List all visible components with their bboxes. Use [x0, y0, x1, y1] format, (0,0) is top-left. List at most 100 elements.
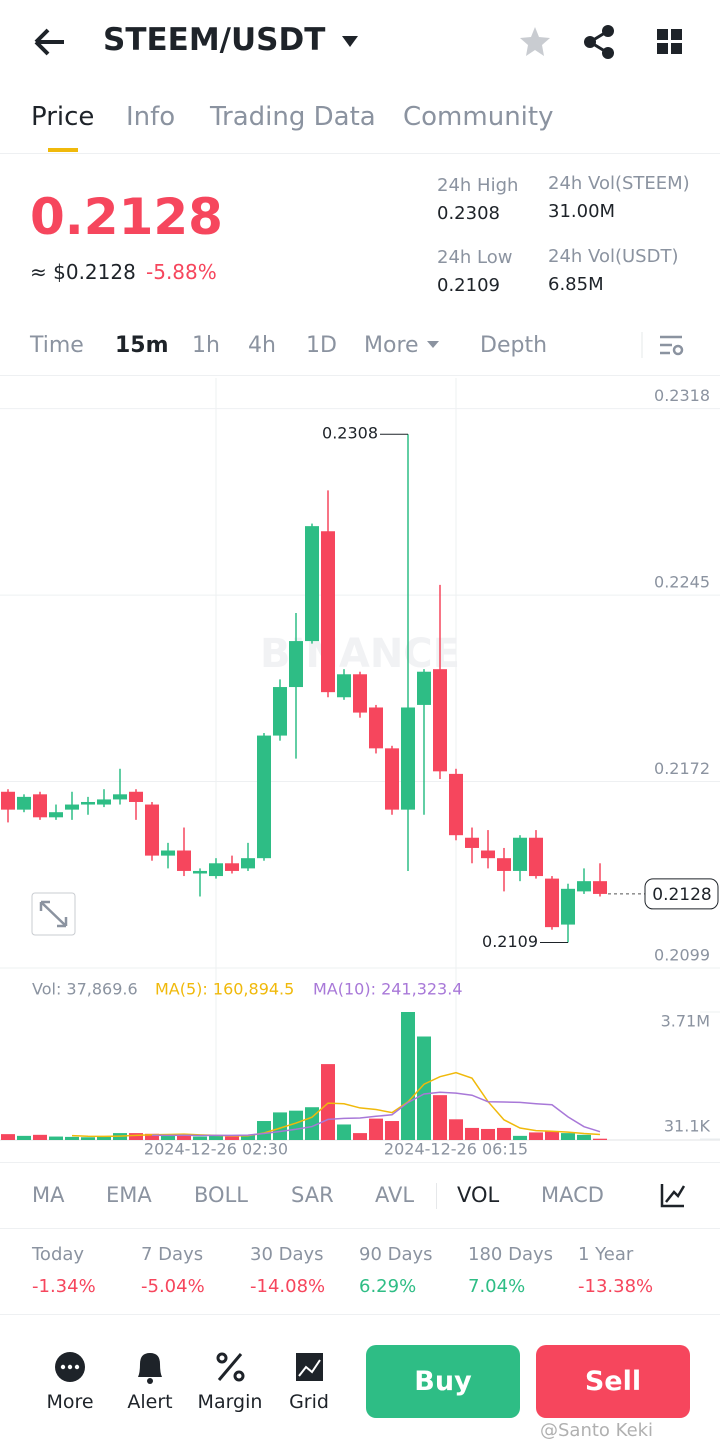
margin-icon[interactable]	[216, 1352, 245, 1382]
candle-body	[369, 707, 383, 749]
volume-bar	[65, 1136, 79, 1140]
volume-bar	[257, 1121, 271, 1140]
y-tick-label: 0.2245	[654, 573, 710, 592]
volume-bar	[321, 1064, 335, 1140]
alert-icon[interactable]	[138, 1353, 162, 1384]
volume-bar	[561, 1133, 575, 1140]
stat-value: 0.2308	[437, 203, 500, 224]
indicator-settings[interactable]	[650, 1170, 720, 1220]
divider	[0, 1228, 720, 1229]
expand-button[interactable]	[31, 892, 76, 936]
last-price-label: 0.2128	[652, 885, 711, 905]
menu-grid[interactable]	[657, 29, 682, 54]
perf-label: 180 Days	[468, 1244, 553, 1265]
back-arrow[interactable]	[34, 28, 64, 56]
volume-bar	[145, 1133, 159, 1140]
pair-title[interactable]: STEEM/USDT	[103, 22, 326, 58]
candle-body	[545, 878, 559, 928]
nav-label[interactable]: Grid	[289, 1391, 329, 1413]
last-price-box	[644, 878, 719, 910]
indicator[interactable]: EMA	[106, 1183, 152, 1207]
y-tick-label: 0.2099	[654, 946, 710, 965]
volume-bar	[593, 1138, 607, 1140]
candle-body	[129, 791, 143, 802]
perf-value: -1.34%	[32, 1276, 96, 1297]
interval[interactable]: 1h	[192, 333, 220, 358]
interval[interactable]: Depth	[480, 333, 548, 358]
indicator[interactable]: AVL	[375, 1183, 415, 1207]
tab[interactable]: Community	[403, 102, 554, 132]
candle-body	[593, 881, 607, 894]
perf-value: 7.04%	[468, 1276, 526, 1297]
price-change: -5.88%	[146, 260, 217, 284]
volume-bar	[305, 1107, 319, 1140]
favorite-star[interactable]	[520, 27, 550, 56]
volume-bar	[353, 1133, 367, 1140]
indicator[interactable]: SAR	[291, 1183, 334, 1207]
volume-bar	[49, 1136, 63, 1140]
tab[interactable]: Price	[31, 102, 95, 132]
volume-bar	[129, 1133, 143, 1140]
more-caret[interactable]	[427, 341, 439, 348]
pair-dropdown[interactable]	[342, 36, 358, 47]
perf-value: -13.38%	[578, 1276, 654, 1297]
stat-value: 31.00M	[548, 201, 616, 222]
volume-bar	[385, 1121, 399, 1140]
share-icon[interactable]	[584, 25, 614, 59]
volume-bar	[209, 1135, 223, 1140]
candle-body	[449, 773, 463, 836]
nav-label[interactable]: Alert	[127, 1391, 173, 1413]
volume-bar	[433, 1095, 447, 1140]
ma10-line	[151, 1091, 601, 1137]
candle-body	[225, 863, 239, 871]
candle-body	[33, 794, 47, 818]
interval[interactable]: More	[364, 333, 419, 358]
volume-bar	[529, 1132, 543, 1140]
grid-icon[interactable]	[296, 1353, 323, 1381]
indicator[interactable]: MACD	[541, 1183, 604, 1207]
divider	[0, 375, 720, 376]
usd-price: ≈ $0.2128	[30, 260, 136, 284]
volume-bar	[401, 1012, 415, 1140]
perf-label: 90 Days	[359, 1244, 433, 1265]
nav-label[interactable]: Margin	[197, 1391, 263, 1413]
candle-body	[417, 671, 431, 705]
perf-label: 1 Year	[578, 1244, 634, 1265]
volume-bar	[289, 1110, 303, 1140]
more-icon[interactable]	[55, 1352, 85, 1382]
vol-legend: MA(10): 241,323.4	[313, 980, 463, 999]
nav-label[interactable]: More	[46, 1391, 94, 1413]
tab[interactable]: Trading Data	[210, 102, 376, 132]
candle-body	[513, 837, 527, 871]
volume-bar	[449, 1119, 463, 1140]
bottom-icons	[55, 1352, 323, 1384]
candle-body	[561, 888, 575, 925]
buy-button[interactable]: Buy	[366, 1345, 520, 1418]
volume-bar	[241, 1134, 255, 1140]
interval[interactable]: 1D	[306, 333, 337, 358]
stat-label: 24h High	[437, 175, 519, 196]
tab-indicator	[48, 148, 78, 152]
indicator[interactable]: BOLL	[194, 1183, 248, 1207]
volume-bar	[97, 1136, 111, 1140]
perf-value: -5.04%	[141, 1276, 205, 1297]
sell-button[interactable]: Sell	[536, 1345, 690, 1418]
tab[interactable]: Info	[126, 102, 176, 132]
interval[interactable]: 4h	[248, 333, 276, 358]
volume-bar	[481, 1128, 495, 1140]
indicator[interactable]: VOL	[457, 1183, 500, 1207]
candle-body	[161, 850, 175, 856]
candle-body	[497, 858, 511, 871]
interval[interactable]: 15m	[115, 333, 169, 358]
chart-settings[interactable]	[660, 335, 684, 356]
vol-legend: Vol: 37,869.6	[32, 980, 138, 999]
divider	[0, 1162, 720, 1163]
y-tick-label: 0.2172	[654, 759, 710, 778]
indicator[interactable]: MA	[32, 1183, 65, 1207]
y-tick-label: 0.2318	[654, 386, 710, 405]
candle-body	[193, 870, 207, 874]
interval[interactable]: Time	[30, 333, 84, 358]
candle-body	[257, 735, 271, 859]
candle-body	[481, 850, 495, 859]
watermark: @Santo Keki	[540, 1420, 654, 1441]
